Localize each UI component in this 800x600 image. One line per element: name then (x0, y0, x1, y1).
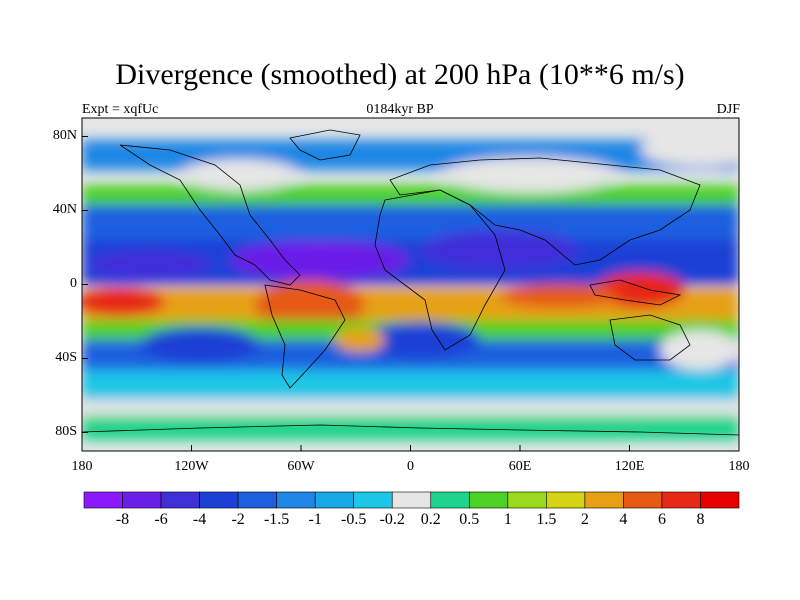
colorbar-label: 0.5 (459, 511, 480, 528)
colorbar-label: -0.5 (341, 511, 367, 528)
field-band (82, 140, 739, 170)
colorbar-swatch (661, 491, 701, 509)
colorbar-label: -6 (154, 511, 168, 528)
colorbar-label: -0.2 (379, 511, 405, 528)
field-blob (440, 157, 620, 193)
colorbar-label: -2 (231, 511, 245, 528)
field-blob (90, 250, 210, 280)
colorbar-swatch (468, 491, 509, 509)
x-tick-label: 180 (728, 459, 750, 474)
y-tick-label: 80N (52, 127, 77, 143)
field-blob (420, 230, 580, 270)
colorbar-swatch (584, 491, 624, 509)
field-blob (640, 134, 739, 166)
colorbar-swatch (430, 491, 470, 509)
field-band (82, 205, 739, 240)
colorbar-swatch (623, 491, 663, 509)
colorbar-swatch (199, 491, 239, 509)
australia-outline (609, 314, 691, 361)
colorbar-swatch (122, 491, 162, 509)
x-tick-label: 60E (508, 459, 532, 474)
eurasia-outline (389, 157, 701, 266)
field-layer (82, 118, 739, 451)
x-tick-label: 0 (407, 459, 414, 474)
colorbar-swatch (83, 491, 123, 509)
colorbar-swatch (314, 491, 355, 509)
greenland-outline (289, 129, 361, 161)
y-tick-label: 40N (52, 201, 77, 217)
y-tick-label: 0 (70, 275, 77, 291)
colorbar-swatch (507, 491, 547, 509)
experiment-label: Expt = xqfUc (82, 102, 159, 117)
x-tick-label: 60W (287, 459, 315, 474)
colorbar-label: -1.5 (263, 511, 290, 528)
colorbar-swatch (276, 491, 316, 509)
colorbar-swatch (160, 491, 200, 509)
field-blob (335, 328, 385, 352)
colorbar-label: 2 (580, 511, 589, 528)
y-tick-label: 80S (55, 423, 77, 439)
colorbar-label: 1 (503, 511, 512, 528)
map-title: Divergence (smoothed) at 200 hPa (10**6 … (115, 58, 685, 91)
field-band (82, 370, 739, 400)
season-label: DJF (716, 102, 740, 117)
colorbar-label: 0.2 (420, 511, 441, 528)
period-label: 0184kyr BP (366, 102, 434, 117)
field-blob (180, 159, 300, 191)
south-america-outline (264, 284, 346, 389)
colorbar-swatch (546, 491, 586, 509)
colorbar-label: 8 (696, 511, 705, 528)
field-band (82, 400, 739, 415)
field-blob (500, 284, 620, 308)
coastlines (82, 129, 739, 436)
field-blob (140, 327, 260, 363)
x-tick-label: 120E (614, 459, 645, 474)
colorbar-swatch (237, 491, 277, 509)
field-blob (660, 330, 739, 370)
colorbar (83, 491, 740, 509)
y-tick-label: 40S (55, 349, 77, 365)
colorbar-label: -8 (115, 511, 130, 528)
field-blob (360, 322, 480, 358)
x-tick-label: 120W (174, 459, 209, 474)
axis-ticks (81, 136, 740, 451)
field-blob (255, 280, 365, 330)
colorbar-label: 6 (657, 511, 666, 528)
maritime-continent-outline (589, 279, 682, 306)
field-blob (82, 288, 165, 316)
colorbar-swatch (391, 491, 432, 509)
colorbar-label: -4 (192, 511, 207, 528)
colorbar-label: -1 (308, 511, 322, 528)
antarctica-outline (82, 424, 739, 436)
africa-outline (374, 189, 506, 351)
field-blob (230, 240, 410, 280)
x-tick-label: 180 (71, 459, 93, 474)
colorbar-label: 4 (619, 511, 628, 528)
colorbar-label: 1.5 (536, 511, 557, 528)
colorbar-swatch (353, 491, 393, 509)
colorbar-swatch (700, 491, 740, 509)
north-america-outline (119, 144, 301, 286)
